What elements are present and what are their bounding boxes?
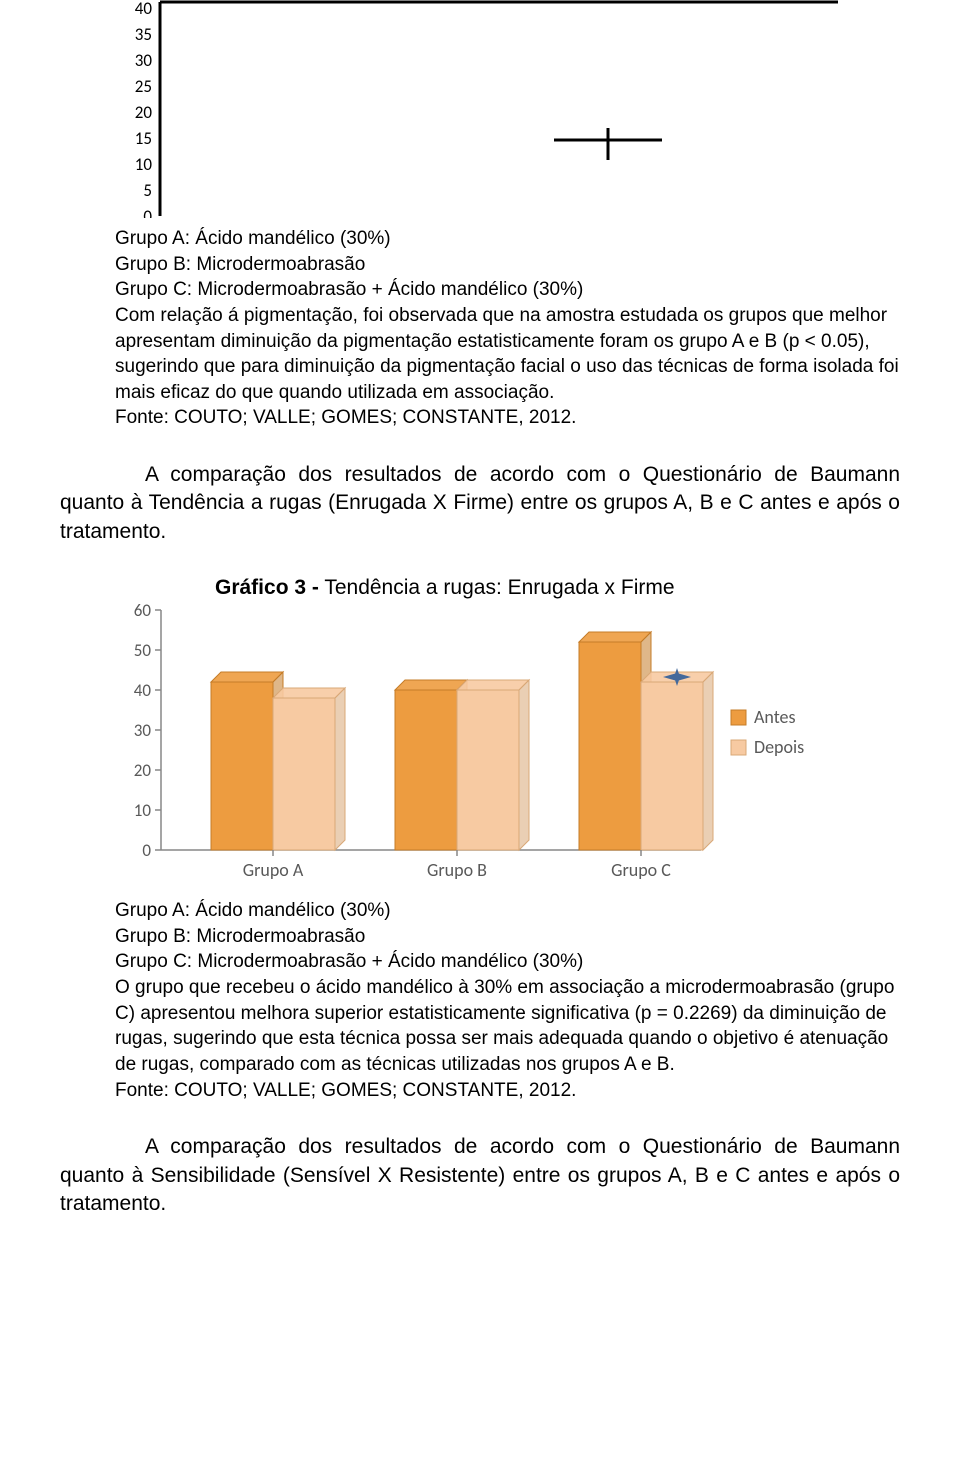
svg-text:30: 30 (135, 50, 153, 71)
caption1-grupoC: Grupo C: Microdermoabrasão + Ácido mandé… (115, 277, 900, 303)
svg-text:10: 10 (135, 154, 153, 175)
caption1-fonte: Fonte: COUTO; VALLE; GOMES; CONSTANTE, 2… (115, 405, 900, 431)
svg-text:Grupo B: Grupo B (427, 859, 487, 881)
caption2-grupoC: Grupo C: Microdermoabrasão + Ácido mandé… (115, 949, 900, 975)
svg-text:25: 25 (135, 76, 152, 97)
svg-text:50: 50 (134, 640, 152, 661)
chart2-svg: 0 10 20 30 40 50 60 Grupo A Grupo B Grupo C Antes D… (115, 600, 871, 890)
svg-text:35: 35 (135, 24, 152, 45)
svg-text:40: 40 (134, 680, 152, 701)
caption1-grupoB: Grupo B: Microdermoabrasão (115, 252, 900, 278)
svg-text:Depois: Depois (754, 736, 804, 758)
paragraph-1-text: A comparação dos resultados de acordo co… (60, 463, 900, 543)
svg-text:0: 0 (143, 206, 152, 218)
svg-text:30: 30 (134, 720, 152, 741)
svg-text:5: 5 (143, 180, 152, 201)
svg-text:15: 15 (135, 128, 152, 149)
paragraph-2: A comparação dos resultados de acordo co… (60, 1133, 900, 1218)
paragraph-2-text: A comparação dos resultados de acordo co… (60, 1135, 900, 1215)
svg-text:Grupo A: Grupo A (243, 859, 304, 881)
chart1-svg: 40 35 30 25 20 15 10 5 0 (120, 0, 840, 218)
caption1-grupoA: Grupo A: Ácido mandélico (30%) (115, 226, 900, 252)
chart2-title-bold: Gráfico 3 - (215, 576, 319, 599)
svg-text:0: 0 (142, 840, 151, 861)
svg-text:20: 20 (135, 102, 153, 123)
svg-text:20: 20 (134, 760, 152, 781)
caption2-grupoA: Grupo A: Ácido mandélico (30%) (115, 898, 900, 924)
svg-text:10: 10 (134, 800, 152, 821)
caption2-body: O grupo que recebeu o ácido mandélico à … (115, 975, 900, 1078)
svg-text:60: 60 (134, 600, 152, 621)
chart1-caption: Grupo A: Ácido mandélico (30%) Grupo B: … (115, 226, 900, 431)
chart2-title: Gráfico 3 - Tendência a rugas: Enrugada … (215, 576, 900, 600)
chart1-container: 40 35 30 25 20 15 10 5 0 (120, 0, 900, 218)
chart2-title-rest: Tendência a rugas: Enrugada x Firme (319, 576, 675, 599)
paragraph-1: A comparação dos resultados de acordo co… (60, 461, 900, 546)
svg-text:40: 40 (135, 0, 153, 19)
svg-text:Antes: Antes (754, 706, 796, 728)
chart2-container: 0 10 20 30 40 50 60 Grupo A Grupo B Grupo C Antes D… (115, 600, 900, 890)
caption2-grupoB: Grupo B: Microdermoabrasão (115, 924, 900, 950)
chart2-caption: Grupo A: Ácido mandélico (30%) Grupo B: … (115, 898, 900, 1103)
caption1-body: Com relação á pigmentação, foi observada… (115, 303, 900, 406)
svg-text:Grupo C: Grupo C (611, 859, 671, 881)
caption2-fonte: Fonte: COUTO; VALLE; GOMES; CONSTANTE, 2… (115, 1078, 900, 1104)
